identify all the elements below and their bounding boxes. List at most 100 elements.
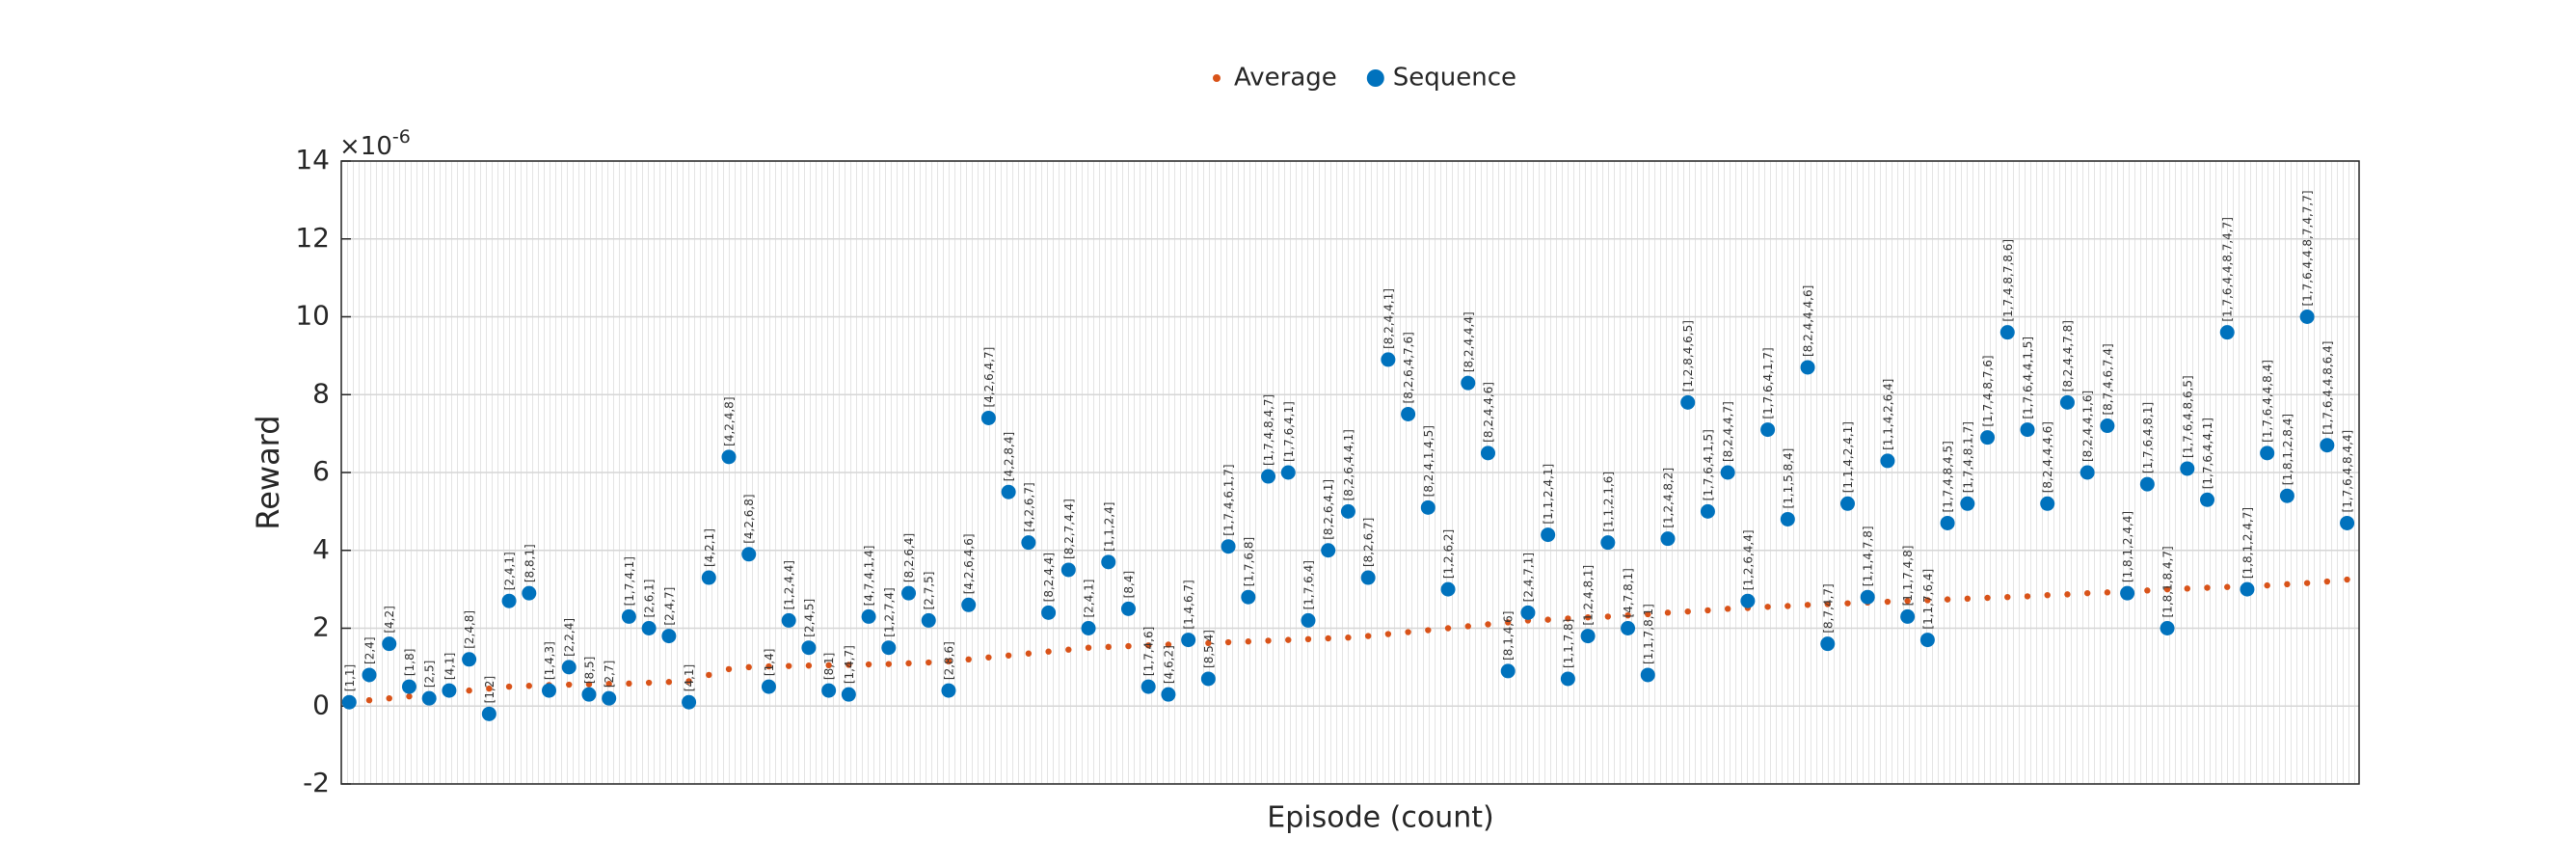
point-label: [1,1,5,8,4] <box>1782 448 1795 509</box>
sequence-point <box>2100 418 2115 434</box>
average-point <box>406 692 413 700</box>
sequence-point <box>2180 461 2195 476</box>
average-point <box>1844 600 1851 607</box>
average-point <box>626 680 632 688</box>
point-label: [2,2,4] <box>563 618 577 657</box>
point-label: [1,7,4,8,7,6] <box>1981 355 1995 426</box>
x-axis-label: Episode (count) <box>1267 801 1493 835</box>
average-point <box>2104 589 2111 596</box>
sequence-point <box>861 608 876 624</box>
point-label: [1,2,6,4,4] <box>1741 529 1755 590</box>
average-point <box>785 662 792 669</box>
average-point <box>2144 587 2151 594</box>
legend: Average Sequence <box>1213 64 1516 93</box>
point-label: [1,2,7,4] <box>882 587 896 636</box>
average-point <box>1145 642 1152 649</box>
sequence-point <box>2240 581 2255 597</box>
point-label: [1,2,6,2] <box>1442 529 1456 579</box>
sequence-point <box>1660 531 1676 547</box>
average-point <box>1444 625 1452 632</box>
y-tick-label: 8 <box>312 377 330 409</box>
point-label: [1,7,6,4,1,5] <box>1702 429 1715 500</box>
point-label: [1,7,6,4,4,8,7,4,7] <box>2221 217 2235 322</box>
average-point <box>1584 613 1592 621</box>
point-label: [1,7,6,8] <box>1242 537 1255 586</box>
point-label: [8,1] <box>822 653 836 680</box>
point-label: [1,1,4,2,4,1] <box>1841 421 1855 493</box>
average-point <box>1205 639 1212 647</box>
point-label: [1,1,2,4,1] <box>1542 464 1555 525</box>
average-point <box>1304 635 1312 643</box>
sequence-point <box>1060 562 1076 578</box>
sequence-point <box>1241 589 1256 605</box>
sequence-point <box>1001 484 1016 500</box>
point-label: [1,7,6,4] <box>1301 560 1315 609</box>
average-point <box>2323 578 2331 585</box>
y-tick-label: 10 <box>295 300 330 332</box>
point-label: [1,4,6,7] <box>1182 580 1195 629</box>
average-point <box>1425 627 1432 634</box>
point-label: [1,7,6,4,1,7] <box>1761 347 1775 418</box>
average-point <box>605 681 612 688</box>
average-point <box>2083 589 2091 597</box>
sequence-point <box>1720 465 1735 480</box>
average-point <box>1125 642 1132 650</box>
point-label: [1,8] <box>403 649 416 676</box>
sequence-point <box>2139 476 2155 492</box>
sequence-point <box>1041 605 1057 620</box>
average-point <box>2163 585 2171 593</box>
point-label: [4,2,8,4] <box>1003 432 1016 481</box>
point-label: [2,4] <box>363 636 377 663</box>
sequence-point <box>362 667 377 683</box>
sequence-point <box>2080 465 2095 480</box>
sequence-point <box>2040 496 2055 511</box>
average-point <box>1345 634 1352 641</box>
average-point <box>1764 604 1771 610</box>
point-label: [4,7,8,1] <box>1622 568 1635 617</box>
sequence-point <box>1940 515 1955 530</box>
point-label: [4,2,4,8] <box>723 396 737 446</box>
point-label: [4,2,1] <box>703 528 716 567</box>
point-label: [2,5] <box>423 661 437 688</box>
average-point <box>2204 584 2211 591</box>
point-label: [8,2,6,4] <box>902 533 916 582</box>
sequence-point <box>661 629 677 644</box>
average-point <box>1505 619 1512 626</box>
sequence-point <box>1820 636 1836 652</box>
point-label: [1,8,1,2,8,4] <box>2281 414 2294 485</box>
average-point <box>985 654 992 661</box>
sequence-point <box>1181 633 1196 648</box>
average-point <box>645 679 653 687</box>
sequence-point <box>602 690 617 706</box>
point-label: [8,2,6,4,1] <box>1322 479 1335 540</box>
point-label: [1,4] <box>763 649 776 676</box>
sequence-point <box>881 640 897 656</box>
point-label: [1,1,2,4] <box>1102 502 1115 552</box>
sequence-point <box>1640 667 1655 683</box>
point-label: [1,7,6,4,4,8,6,4] <box>2321 341 2334 435</box>
sequence-point <box>701 570 716 585</box>
legend-label: Average <box>1234 64 1337 93</box>
point-label: [8,2,6,7] <box>1362 518 1376 567</box>
sequence-point <box>1321 543 1336 558</box>
point-label: [1,7,6,4,4,8,7,4,7,7] <box>2301 190 2315 306</box>
y-multiplier: ×10-6 <box>339 126 411 161</box>
average-point <box>2004 594 2011 601</box>
average-point <box>1645 610 1651 618</box>
average-point <box>2264 581 2270 589</box>
point-label: [4,2,6,7] <box>1022 482 1035 531</box>
average-point <box>1005 652 1012 659</box>
sequence-point <box>1401 406 1416 421</box>
sequence-point <box>2299 310 2315 324</box>
sequence-point <box>1420 500 1436 515</box>
sequence-point <box>2320 438 2335 453</box>
average-point <box>905 660 912 667</box>
y-tick-label: -2 <box>303 767 330 798</box>
sequence-point <box>621 608 636 624</box>
point-label: [2,4,7] <box>662 587 676 626</box>
y-tick-label: 6 <box>312 455 330 487</box>
sequence-point <box>1081 621 1096 635</box>
average-point <box>1904 598 1911 605</box>
average-point <box>566 681 573 688</box>
